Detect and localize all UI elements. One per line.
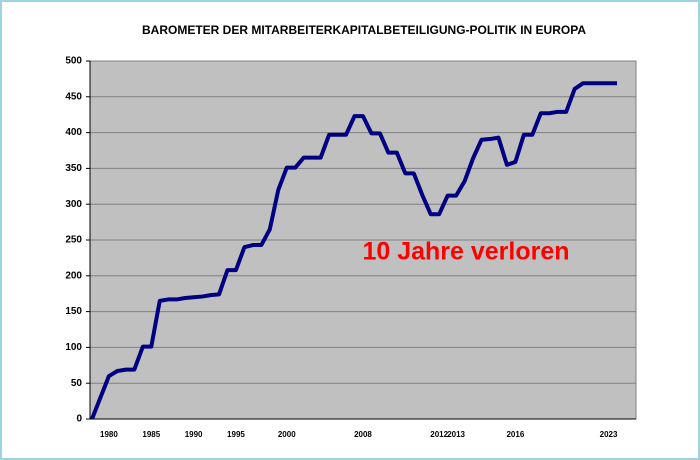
y-tick-label: 400 bbox=[65, 127, 82, 138]
y-tick-label: 300 bbox=[65, 199, 82, 210]
y-tick-label: 200 bbox=[65, 270, 82, 281]
data-line bbox=[90, 81, 617, 420]
y-tick-label: 100 bbox=[65, 342, 82, 353]
x-tick-label: 2013 bbox=[447, 430, 465, 439]
x-tick-label: 2008 bbox=[354, 430, 372, 439]
x-tick-label: 2012 bbox=[430, 430, 448, 439]
annotation: 10 Jahre verloren bbox=[362, 238, 569, 266]
x-tick-label: 1980 bbox=[100, 430, 118, 439]
chart-title: BAROMETER DER MITARBEITERKAPITALBETEILIG… bbox=[142, 23, 586, 37]
y-tick-label: 150 bbox=[65, 306, 82, 317]
x-tick-label: 2000 bbox=[278, 430, 296, 439]
x-tick-label: 1990 bbox=[185, 430, 203, 439]
y-tick-label: 450 bbox=[65, 91, 82, 102]
y-tick-label: 0 bbox=[76, 414, 82, 425]
x-tick-label: 2016 bbox=[506, 430, 524, 439]
x-tick-label: 2023 bbox=[600, 430, 618, 439]
y-tick-label: 350 bbox=[65, 163, 82, 174]
y-tick-label: 50 bbox=[71, 378, 83, 389]
x-tick-label: 1995 bbox=[227, 430, 245, 439]
y-tick-label: 500 bbox=[65, 56, 82, 67]
x-tick-label: 1985 bbox=[142, 430, 160, 439]
y-tick-label: 250 bbox=[65, 235, 82, 246]
